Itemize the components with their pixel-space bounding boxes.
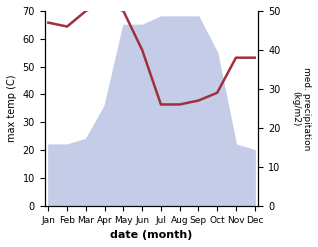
X-axis label: date (month): date (month) (110, 230, 193, 240)
Y-axis label: med. precipitation
(kg/m2): med. precipitation (kg/m2) (292, 67, 311, 150)
Y-axis label: max temp (C): max temp (C) (7, 75, 17, 142)
